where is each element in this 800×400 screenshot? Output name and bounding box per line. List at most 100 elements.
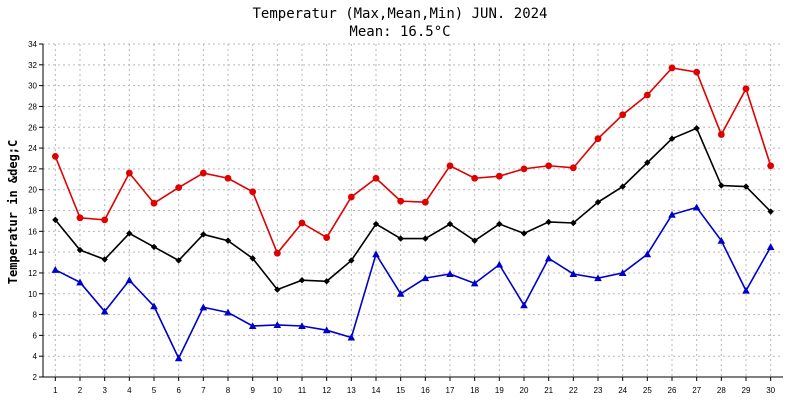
data-point bbox=[470, 279, 479, 287]
data-point bbox=[495, 172, 503, 180]
data-point bbox=[421, 198, 429, 206]
data-point bbox=[644, 159, 651, 166]
data-point bbox=[76, 214, 84, 222]
x-tick-label: 21 bbox=[544, 386, 553, 395]
data-point bbox=[742, 183, 750, 190]
chart-subtitle: Mean: 16.5°C bbox=[349, 24, 450, 40]
y-tick-label: 8 bbox=[33, 311, 38, 320]
data-point bbox=[619, 183, 626, 190]
data-point bbox=[446, 162, 454, 170]
x-tick-label: 15 bbox=[396, 386, 405, 395]
series-mean bbox=[52, 125, 774, 293]
data-point bbox=[224, 308, 232, 316]
data-point bbox=[544, 254, 553, 262]
data-point bbox=[717, 236, 726, 244]
data-point bbox=[372, 250, 380, 258]
data-point bbox=[471, 174, 479, 182]
data-point bbox=[742, 286, 750, 294]
data-point bbox=[273, 321, 282, 329]
data-point bbox=[224, 174, 232, 182]
data-point bbox=[323, 278, 330, 285]
x-tick-label: 25 bbox=[643, 386, 652, 395]
data-point bbox=[125, 169, 133, 177]
x-tick-label: 28 bbox=[717, 386, 726, 395]
x-tick-label: 18 bbox=[470, 386, 479, 395]
data-point bbox=[249, 255, 256, 262]
series-max bbox=[51, 64, 775, 257]
x-tick-label: 11 bbox=[298, 386, 307, 395]
y-tick-label: 12 bbox=[28, 269, 37, 278]
data-point bbox=[76, 246, 84, 254]
data-point bbox=[199, 303, 208, 311]
data-point bbox=[766, 243, 775, 250]
y-tick-label: 24 bbox=[28, 144, 37, 153]
y-tick-label: 18 bbox=[28, 207, 37, 216]
x-tick-label: 24 bbox=[618, 386, 627, 395]
data-point bbox=[545, 162, 553, 170]
data-point bbox=[347, 193, 355, 201]
y-tick-label: 26 bbox=[28, 123, 37, 132]
data-point bbox=[224, 237, 232, 244]
y-tick-label: 28 bbox=[28, 102, 37, 111]
data-point bbox=[471, 237, 478, 244]
series-line bbox=[54, 67, 772, 255]
data-point bbox=[100, 307, 109, 315]
x-tick-label: 19 bbox=[495, 386, 504, 395]
data-point bbox=[520, 301, 528, 309]
data-point bbox=[421, 274, 430, 282]
y-tick-label: 6 bbox=[33, 331, 38, 340]
y-tick-label: 34 bbox=[28, 40, 37, 49]
data-point bbox=[643, 250, 652, 258]
x-tick-label: 2 bbox=[78, 386, 83, 395]
data-point bbox=[668, 210, 676, 218]
data-point bbox=[150, 199, 158, 207]
data-point bbox=[298, 219, 306, 227]
y-axis-label: Temperatur in &deg;C bbox=[6, 140, 20, 285]
x-tick-label: 5 bbox=[152, 386, 157, 395]
data-point bbox=[618, 269, 627, 276]
series-min bbox=[51, 203, 775, 362]
x-tick-label: 13 bbox=[347, 386, 356, 395]
data-point bbox=[594, 274, 602, 282]
data-point bbox=[298, 322, 306, 330]
series-layer bbox=[51, 64, 775, 362]
data-point bbox=[446, 270, 454, 278]
data-point bbox=[372, 174, 380, 182]
data-point bbox=[594, 135, 602, 143]
x-tick-label: 12 bbox=[322, 386, 331, 395]
data-point bbox=[372, 220, 380, 228]
data-point bbox=[742, 85, 750, 93]
data-point bbox=[569, 270, 578, 278]
data-point bbox=[150, 243, 158, 251]
data-point bbox=[101, 256, 108, 263]
x-tick-label: 23 bbox=[594, 386, 603, 395]
x-tick-label: 16 bbox=[421, 386, 430, 395]
x-tick-label: 9 bbox=[250, 386, 255, 395]
data-point bbox=[397, 235, 404, 242]
data-point bbox=[298, 277, 306, 284]
data-point bbox=[570, 219, 577, 227]
data-point bbox=[594, 198, 602, 206]
data-point bbox=[174, 354, 183, 362]
series-line bbox=[54, 127, 772, 291]
data-point bbox=[274, 286, 281, 293]
data-point bbox=[520, 230, 528, 237]
data-point bbox=[348, 257, 355, 264]
x-tick-label: 30 bbox=[766, 386, 775, 395]
x-tick-label: 27 bbox=[692, 386, 701, 395]
data-point bbox=[693, 68, 701, 76]
x-tick-label: 6 bbox=[176, 386, 181, 395]
data-point bbox=[396, 289, 405, 297]
chart-title: Temperatur (Max,Mean,Min) JUN. 2024 bbox=[252, 6, 547, 22]
y-tick-label: 2 bbox=[33, 373, 38, 382]
data-point bbox=[101, 216, 109, 224]
y-tick-label: 16 bbox=[28, 227, 37, 236]
x-tick-label: 26 bbox=[668, 386, 677, 395]
x-tick-label: 29 bbox=[742, 386, 751, 395]
y-tick-label: 14 bbox=[28, 248, 37, 257]
data-point bbox=[496, 220, 503, 228]
series-line bbox=[54, 206, 772, 361]
data-point bbox=[248, 322, 257, 330]
